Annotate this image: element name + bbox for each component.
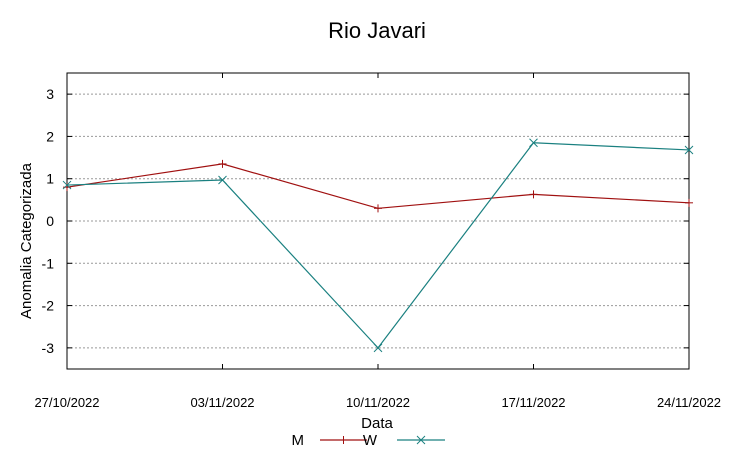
y-axis-ticks: 3 2 1 0 -1 -2 -3 [42, 86, 689, 356]
y-tick-label: -3 [42, 340, 55, 356]
data-point-w [62, 180, 72, 190]
y-axis-label: Anomalia Categorizada [18, 162, 35, 319]
x-axis-ticks: 27/10/2022 03/11/2022 10/11/2022 17/11/2022… [34, 73, 721, 410]
y-tick-label: -1 [42, 255, 55, 271]
x-tick-label: 24/11/2022 [657, 395, 721, 410]
x-axis-label: Data [361, 415, 393, 432]
series-layer [62, 138, 694, 353]
legend-label-m: M [292, 432, 305, 449]
x-tick-label: 27/10/2022 [34, 395, 99, 410]
data-point-w [684, 145, 694, 155]
series-line-m [66, 163, 690, 209]
y-tick-label: -2 [42, 298, 55, 314]
x-tick-label: 03/11/2022 [190, 395, 254, 410]
legend-label-w: W [363, 432, 378, 449]
chart-title: Rio Javari [328, 18, 426, 43]
data-point-w [529, 138, 538, 148]
grid-lines [67, 93, 689, 349]
legend-marker-w [416, 435, 426, 445]
y-tick-label: 3 [46, 86, 54, 102]
y-tick-label: 2 [46, 128, 54, 144]
y-tick-label: 1 [46, 171, 54, 187]
data-point-w [218, 175, 227, 185]
x-tick-label: 10/11/2022 [346, 395, 410, 410]
x-tick-label: 17/11/2022 [501, 395, 565, 410]
data-point-w [373, 343, 383, 353]
y-tick-label: 0 [46, 213, 54, 229]
